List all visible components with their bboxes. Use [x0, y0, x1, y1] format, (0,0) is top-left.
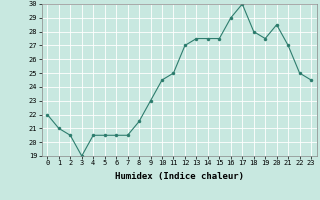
X-axis label: Humidex (Indice chaleur): Humidex (Indice chaleur) — [115, 172, 244, 181]
